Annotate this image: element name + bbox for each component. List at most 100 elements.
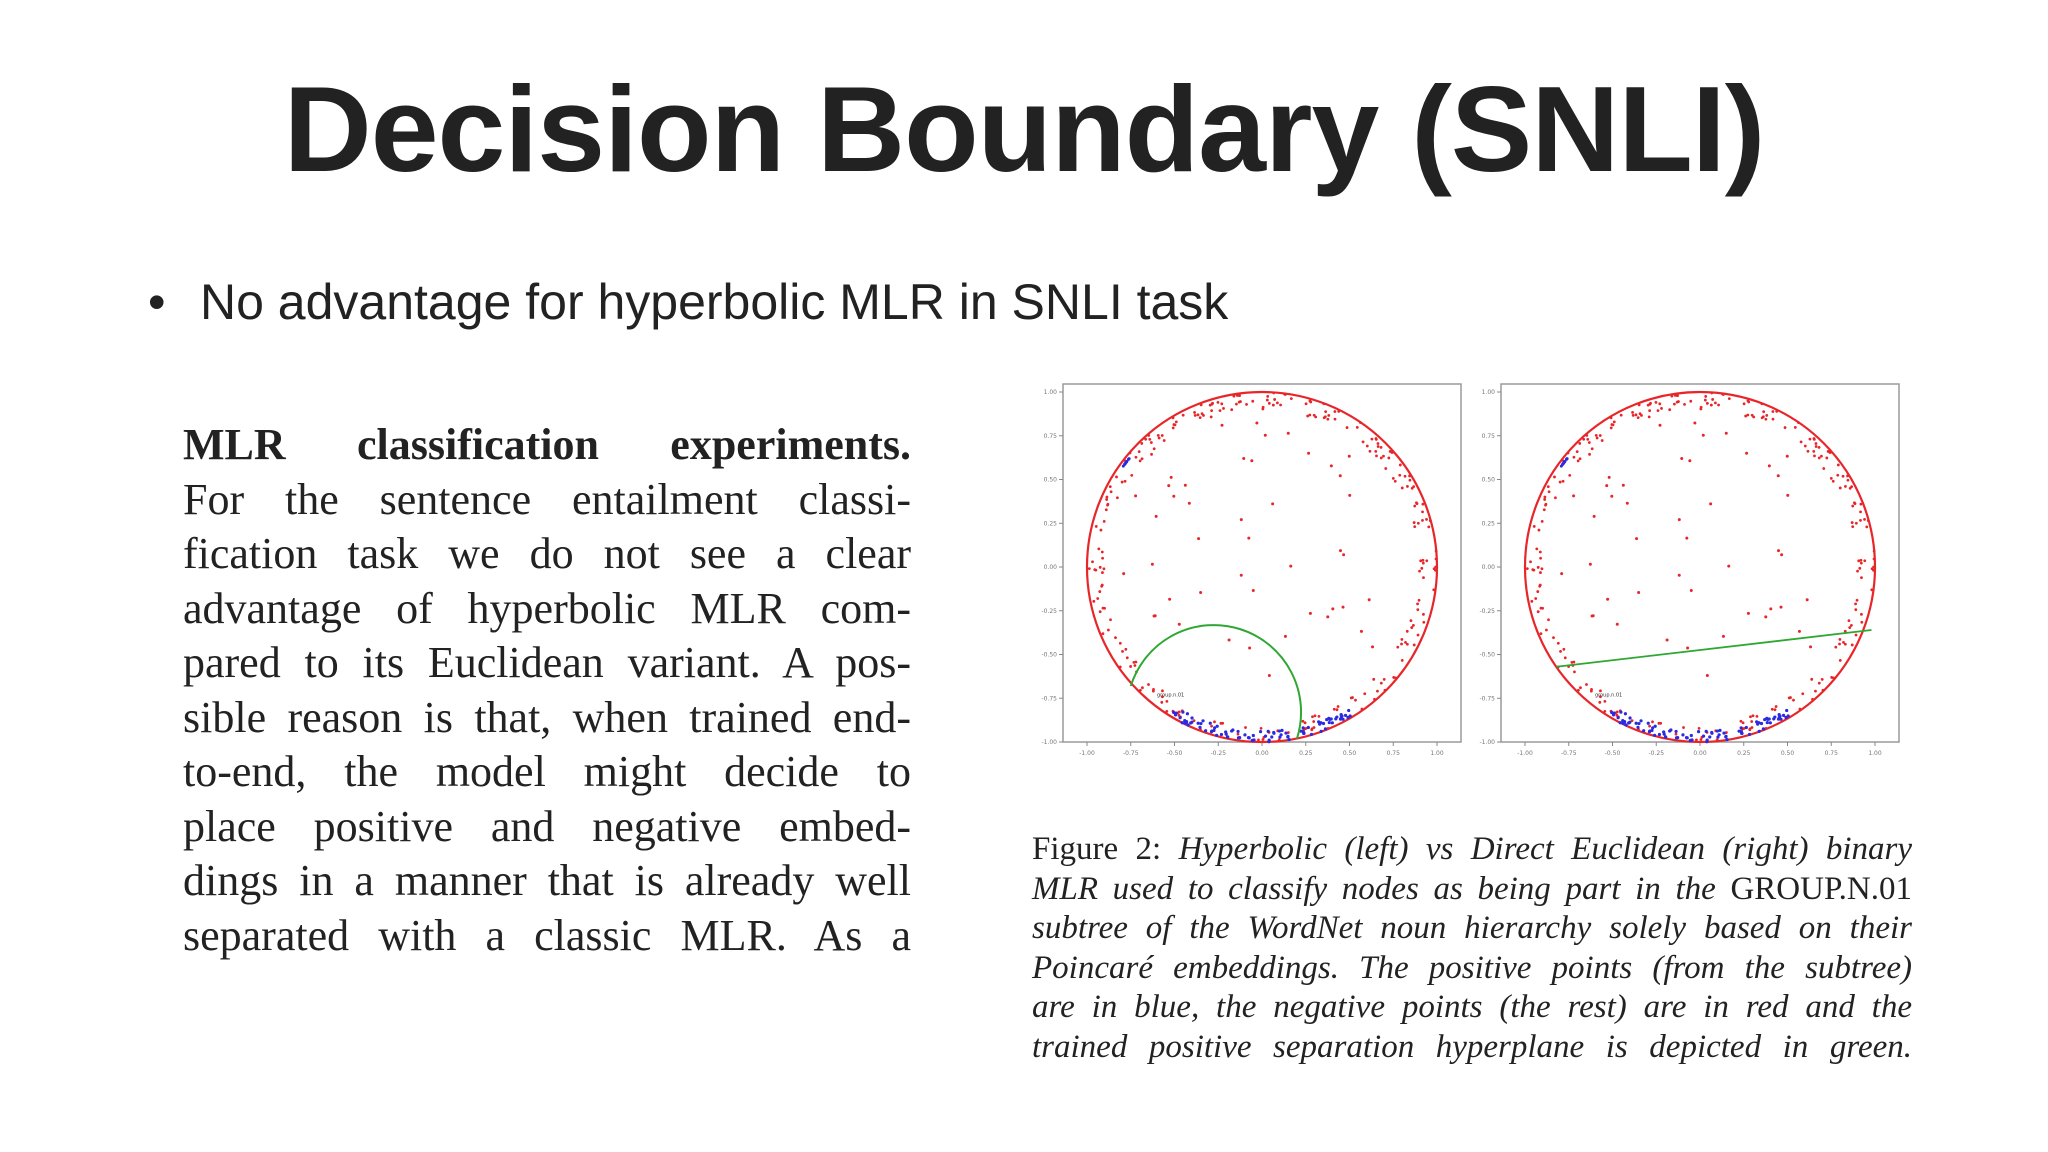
negative-point	[1398, 463, 1402, 467]
negative-point	[1539, 571, 1542, 574]
negative-point	[1168, 597, 1172, 601]
negative-point	[1227, 638, 1231, 642]
negative-point	[1251, 588, 1255, 592]
negative-point	[1637, 403, 1641, 407]
x-tick-label: 0.25	[1299, 750, 1313, 757]
negative-point	[1854, 608, 1858, 612]
positive-point	[1196, 721, 1200, 725]
positive-point	[1309, 732, 1314, 737]
negative-point	[1133, 664, 1137, 667]
negative-point	[1744, 414, 1748, 418]
negative-point	[1331, 607, 1335, 611]
negative-point	[1658, 402, 1662, 406]
negative-point	[1118, 641, 1122, 645]
x-tick-label: 0.25	[1737, 750, 1751, 757]
negative-point	[1688, 459, 1692, 463]
positive-point	[1267, 740, 1271, 744]
negative-point	[1327, 413, 1331, 417]
negative-point	[1124, 647, 1128, 651]
caption-line: subtree of the WordNet noun hierarchy so…	[1032, 910, 1912, 946]
negative-point	[1376, 442, 1380, 445]
caption-line: trained positive separation hyperplane i…	[1032, 1028, 1912, 1065]
negative-point	[1570, 660, 1574, 664]
negative-point	[1244, 726, 1247, 729]
negative-point	[1760, 402, 1764, 406]
negative-point	[1846, 478, 1850, 482]
negative-point	[1853, 502, 1857, 506]
negative-point	[1160, 434, 1164, 437]
negative-point	[1087, 567, 1091, 571]
negative-point	[1660, 407, 1663, 410]
negative-point	[1289, 564, 1293, 568]
positive-point	[1215, 733, 1219, 737]
negative-point	[1115, 475, 1118, 479]
negative-point	[1405, 629, 1409, 633]
negative-point	[1335, 708, 1339, 712]
positive-point	[1280, 728, 1284, 733]
negative-point	[1390, 451, 1394, 454]
excerpt-line: sible reason is that, when trained end-	[183, 692, 911, 742]
negative-point	[1326, 615, 1330, 619]
negative-point	[1177, 713, 1181, 717]
negative-point	[1408, 478, 1412, 482]
y-tick-label: -0.25	[1479, 608, 1495, 615]
negative-point	[1100, 550, 1104, 554]
positive-point	[1178, 716, 1182, 720]
negative-point	[1603, 699, 1607, 703]
positive-point	[1761, 727, 1766, 731]
negative-point	[1408, 474, 1411, 478]
negative-point	[1165, 709, 1169, 713]
negative-point	[1658, 423, 1662, 427]
negative-point	[1211, 401, 1214, 405]
negative-point	[1192, 719, 1196, 723]
negative-point	[1848, 626, 1852, 629]
positive-point	[1341, 717, 1345, 721]
positive-point	[1183, 721, 1187, 725]
negative-point	[1573, 670, 1576, 674]
negative-point	[1149, 441, 1153, 444]
positive-point	[1279, 733, 1283, 737]
x-tick-label: 0.00	[1255, 750, 1269, 757]
negative-point	[1727, 397, 1731, 401]
negative-point	[1547, 618, 1550, 622]
negative-point	[1572, 494, 1576, 498]
euclidean-plot: -1.00 -1.00 -0.75 -0.75 -0.50 -0.50 -0.25 -0.25…	[1479, 383, 1900, 757]
negative-point	[1150, 562, 1154, 566]
negative-point	[1098, 590, 1102, 593]
positive-point	[1263, 734, 1268, 738]
positive-point	[1231, 728, 1235, 732]
negative-point	[1367, 598, 1371, 602]
negative-point	[1598, 700, 1602, 704]
positive-point	[1740, 731, 1744, 735]
negative-point	[1742, 402, 1746, 406]
negative-point	[1870, 588, 1874, 592]
negative-point	[1230, 408, 1234, 412]
negative-point	[1303, 721, 1307, 725]
negative-point	[1838, 642, 1841, 646]
figure-caption: Figure 2: Hyperbolic (left) vs Direct Eu…	[1032, 830, 1912, 1067]
negative-point	[1599, 689, 1602, 693]
negative-point	[1798, 707, 1802, 711]
negative-point	[1805, 598, 1809, 602]
negative-point	[1108, 485, 1112, 489]
negative-point	[1101, 571, 1104, 574]
negative-point	[1412, 624, 1415, 627]
positive-point	[1653, 724, 1657, 728]
negative-point	[1421, 502, 1425, 506]
positive-point	[1238, 736, 1242, 740]
y-tick-label: -0.75	[1479, 695, 1495, 702]
negative-point	[1817, 445, 1821, 449]
decision-boundary	[1556, 629, 1872, 668]
positive-point	[1763, 717, 1767, 722]
negative-point	[1595, 436, 1599, 440]
excerpt-line: pared to its Euclidean variant. A pos-	[183, 638, 911, 687]
negative-point	[1539, 632, 1543, 636]
negative-point	[1850, 643, 1854, 647]
negative-point	[1368, 449, 1372, 453]
negative-point	[1322, 402, 1326, 406]
negative-point	[1544, 502, 1548, 506]
negative-point	[1098, 565, 1102, 569]
negative-point	[1589, 689, 1593, 693]
negative-point	[1576, 459, 1580, 463]
negative-point	[1822, 467, 1826, 470]
